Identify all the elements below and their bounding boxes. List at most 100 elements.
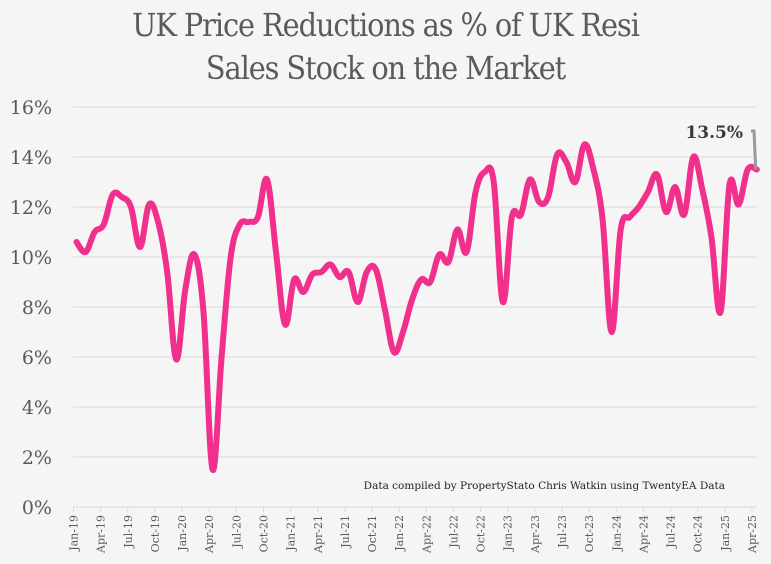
x-tick-label: Apr-19 (95, 515, 108, 554)
data-point (265, 178, 269, 182)
data-point (682, 213, 686, 217)
data-point (165, 270, 169, 274)
data-point (619, 228, 623, 232)
data-point (147, 203, 151, 207)
data-point (392, 350, 396, 354)
data-point (401, 330, 405, 334)
data-point (192, 253, 196, 257)
data-point (555, 153, 559, 157)
x-tick-label: Jul-24 (665, 515, 678, 549)
y-tick-label: 4% (22, 397, 52, 419)
data-point (601, 218, 605, 222)
data-point (528, 178, 532, 182)
data-point (501, 300, 505, 304)
x-tick-label: Jan-21 (285, 515, 298, 552)
data-point (537, 200, 541, 204)
x-tick-label: Apr-23 (529, 515, 542, 554)
data-point (356, 300, 360, 304)
chart-title: UK Price Reductions as % of UK Resi Sale… (39, 4, 733, 90)
x-tick-label: Jul-19 (122, 515, 135, 549)
data-point (519, 213, 523, 217)
data-point (229, 255, 233, 259)
data-point (437, 253, 441, 257)
x-tick-label: Apr-25 (746, 515, 759, 554)
data-point (410, 298, 414, 302)
data-point (646, 190, 650, 194)
data-point (664, 210, 668, 214)
data-point (610, 330, 614, 334)
data-point (274, 250, 278, 254)
data-point (455, 228, 459, 232)
data-point (474, 190, 478, 194)
data-point (637, 205, 641, 209)
data-point (700, 188, 704, 192)
data-point (129, 205, 133, 209)
end-label-leader-line (751, 129, 758, 170)
y-axis: 0% 2% 4% 6% 8% 10% 12% 14% 16% (10, 97, 52, 519)
data-point (483, 170, 487, 174)
data-point (718, 310, 722, 314)
x-tick-label: Jan-22 (393, 515, 406, 552)
source-note: Data compiled by PropertyStato Chris Wat… (364, 480, 725, 492)
x-tick-label: Jul-20 (230, 515, 243, 549)
data-point (374, 268, 378, 272)
y-tick-label: 6% (22, 347, 52, 369)
data-point (93, 230, 97, 234)
x-tick-label: Apr-22 (420, 515, 433, 554)
data-point (75, 240, 79, 244)
x-tick-label: Jan-24 (610, 515, 623, 552)
data-point (673, 185, 677, 189)
end-value-label: 13.5% (685, 123, 743, 143)
chart-title-line-2: Sales Stock on the Market (205, 49, 566, 87)
y-tick-label: 2% (22, 447, 52, 469)
x-tick-label: Jul-21 (339, 515, 352, 549)
data-point (709, 235, 713, 239)
data-point (746, 168, 750, 172)
x-tick-label: Oct-19 (149, 515, 162, 552)
data-point (120, 195, 124, 199)
x-tick-label: Jan-19 (68, 515, 81, 552)
data-point (591, 168, 595, 172)
x-tick-label: Oct-20 (257, 515, 270, 552)
data-point (319, 270, 323, 274)
data-point (582, 143, 586, 147)
x-tick-label: Apr-21 (312, 515, 325, 554)
x-tick-label: Apr-20 (203, 515, 216, 554)
data-point (737, 203, 741, 207)
data-point (292, 278, 296, 282)
gridlines (73, 106, 757, 508)
data-point (446, 260, 450, 264)
x-tick-label: Jan-23 (502, 515, 515, 552)
x-axis: Jan-19 Apr-19 Jul-19 Oct-19 Jan-20 Apr-20 Jul-… (68, 507, 759, 554)
y-tick-label: 10% (10, 247, 52, 269)
data-point (510, 215, 514, 219)
data-point (365, 270, 369, 274)
data-point (256, 215, 260, 219)
x-tick-label: Oct-21 (366, 515, 379, 552)
x-tick-label: Oct-22 (475, 515, 488, 552)
data-point (338, 275, 342, 279)
data-point (84, 250, 88, 254)
data-point (655, 173, 659, 177)
data-point (383, 308, 387, 312)
data-point (691, 155, 695, 159)
data-point (428, 280, 432, 284)
x-tick-label: Jul-23 (556, 515, 569, 549)
data-point (138, 245, 142, 249)
data-point (628, 215, 632, 219)
data-point (102, 223, 106, 227)
x-tick-label: Oct-23 (583, 515, 596, 552)
data-point (465, 250, 469, 254)
x-tick-label: Jan-25 (719, 515, 732, 552)
data-point (238, 223, 242, 227)
data-point (310, 273, 314, 277)
chart-title-line-1: UK Price Reductions as % of UK Resi (132, 6, 640, 44)
data-point (183, 288, 187, 292)
data-point (174, 358, 178, 362)
data-point (564, 160, 568, 164)
data-point (328, 263, 332, 267)
y-tick-label: 14% (10, 147, 52, 169)
y-tick-label: 16% (10, 97, 52, 119)
data-point (156, 220, 160, 224)
